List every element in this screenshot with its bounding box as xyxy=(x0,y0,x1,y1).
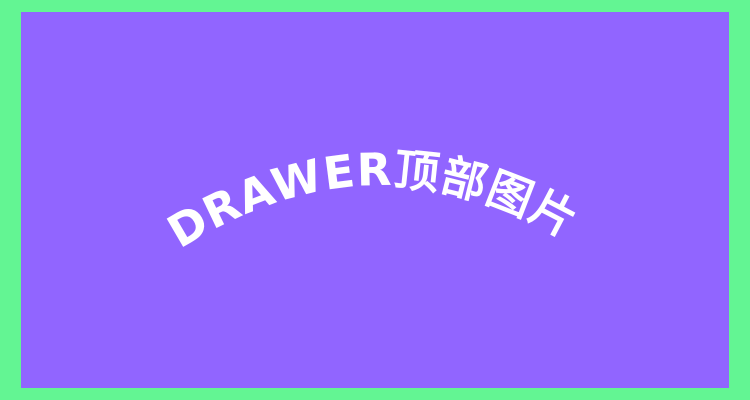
drawer-image-label-curved: DRAWER顶部图片 xyxy=(159,143,587,259)
drawer-image-label: DRAWER顶部图片 xyxy=(159,143,586,259)
